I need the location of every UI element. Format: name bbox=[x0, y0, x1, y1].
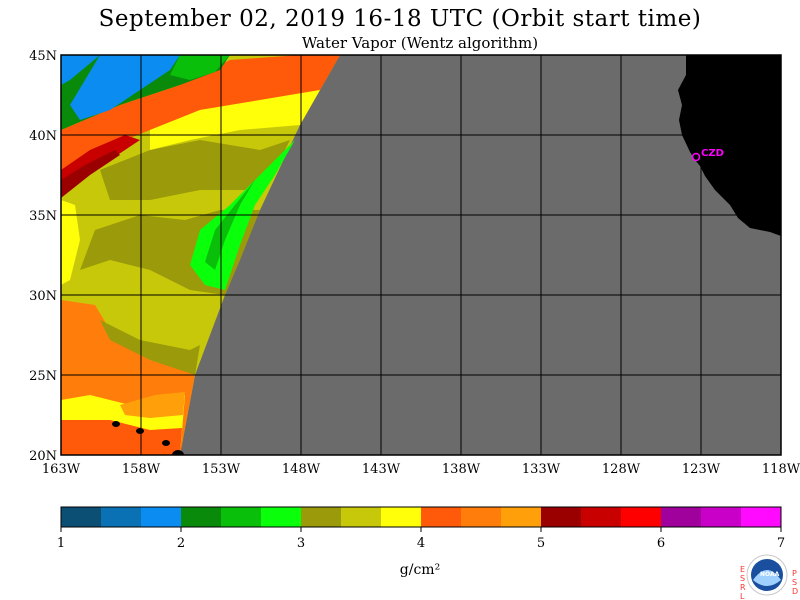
colorbar-tick-label-1: 1 bbox=[57, 536, 65, 551]
colorbar-swatch bbox=[501, 507, 541, 527]
noaa-text: NOAA bbox=[760, 571, 780, 578]
colorbar-ticks: 1 2 3 4 5 6 7 bbox=[57, 527, 785, 551]
lon-label-148W: 148W bbox=[282, 462, 321, 477]
colorbar-units: g/cm² bbox=[399, 562, 441, 578]
latitude-labels: 45N 40N 35N 30N 25N 20N bbox=[29, 49, 57, 464]
logo-letter-p: P bbox=[792, 569, 797, 578]
lat-label-30N: 30N bbox=[29, 289, 57, 304]
lon-label-128W: 128W bbox=[602, 462, 641, 477]
logo-letter-s: S bbox=[740, 574, 745, 583]
swath-darkred-north bbox=[61, 150, 120, 198]
colorbar-swatch bbox=[381, 507, 421, 527]
colorbar-swatch bbox=[541, 507, 581, 527]
noaa-emblem-wave bbox=[753, 570, 781, 586]
map-border bbox=[60, 54, 782, 456]
colorbar bbox=[60, 506, 782, 528]
colorbar-tick-label-5: 5 bbox=[537, 536, 545, 551]
logo-letter-r: R bbox=[740, 583, 746, 592]
colorbar-tick-label-3: 3 bbox=[297, 536, 305, 551]
colorbar-swatch bbox=[341, 507, 381, 527]
colorbar-swatch bbox=[421, 507, 461, 527]
island-maui bbox=[162, 440, 170, 446]
colorbar-swatch bbox=[741, 507, 781, 527]
lat-label-40N: 40N bbox=[29, 129, 57, 144]
colorbar-swatch bbox=[101, 507, 141, 527]
lon-label-138W: 138W bbox=[442, 462, 481, 477]
swath-blue-nw bbox=[70, 55, 180, 120]
colorbar-swatch bbox=[621, 507, 661, 527]
station-label-czd: CZD bbox=[701, 148, 724, 159]
colorbar-swatch bbox=[461, 507, 501, 527]
logo-letter-s2: S bbox=[792, 578, 797, 587]
land-north-america bbox=[678, 55, 781, 236]
logo-letter-l: L bbox=[740, 592, 745, 600]
swath-green-core bbox=[205, 180, 255, 270]
swath-blue-corner bbox=[61, 55, 100, 85]
colorbar-tick-label-6: 6 bbox=[657, 536, 665, 551]
island-kauai bbox=[112, 421, 120, 427]
lon-label-153W: 153W bbox=[202, 462, 241, 477]
colorbar-swatch bbox=[301, 507, 341, 527]
colorbar-swatch bbox=[701, 507, 741, 527]
lon-label-158W: 158W bbox=[122, 462, 161, 477]
lon-label-163W: 163W bbox=[42, 462, 81, 477]
swath-darkorange-south bbox=[61, 420, 182, 455]
map-title: September 02, 2019 16-18 UTC (Orbit star… bbox=[98, 6, 702, 32]
land-baja bbox=[700, 166, 720, 186]
logo-letter-e: E bbox=[740, 565, 745, 574]
longitude-labels: 163W 158W 153W 148W 143W 138W 133W 128W 123W 118W bbox=[42, 462, 800, 477]
swath-lightgreen-nw bbox=[170, 55, 230, 80]
island-oahu bbox=[136, 428, 144, 434]
colorbar-tick-label-4: 4 bbox=[417, 536, 425, 551]
lon-label-133W: 133W bbox=[522, 462, 561, 477]
lon-label-123W: 123W bbox=[682, 462, 721, 477]
lat-label-25N: 25N bbox=[29, 369, 57, 384]
swath-orange-north bbox=[61, 55, 340, 175]
lon-label-143W: 143W bbox=[362, 462, 401, 477]
colorbar-swatch bbox=[61, 507, 101, 527]
map-subtitle: Water Vapor (Wentz algorithm) bbox=[301, 34, 539, 52]
water-vapor-swath bbox=[61, 55, 340, 455]
colorbar-swatch bbox=[661, 507, 701, 527]
colorbar-swatch bbox=[181, 507, 221, 527]
colorbar-tick-label-2: 2 bbox=[177, 536, 185, 551]
swath-orange-west bbox=[61, 200, 80, 285]
lat-label-35N: 35N bbox=[29, 209, 57, 224]
lat-label-20N: 20N bbox=[29, 449, 57, 464]
swath-olive-upper bbox=[100, 140, 290, 200]
colorbar-swatch bbox=[141, 507, 181, 527]
graticule bbox=[61, 55, 781, 455]
station-czd-icon bbox=[691, 152, 701, 162]
station-marker: CZD bbox=[691, 148, 724, 162]
map-area bbox=[61, 55, 781, 455]
lon-label-118W: 118W bbox=[762, 462, 800, 477]
colorbar-swatch bbox=[221, 507, 261, 527]
swath-olive-lower bbox=[100, 320, 200, 375]
swath-light-orange-south bbox=[120, 392, 185, 418]
lat-label-45N: 45N bbox=[29, 49, 57, 64]
colorbar-tick-label-7: 7 bbox=[777, 536, 785, 551]
logo-letter-d: D bbox=[792, 587, 798, 596]
noaa-logo: NOAA E S R L P S D bbox=[740, 554, 798, 600]
colorbar-swatch bbox=[581, 507, 621, 527]
colorbar-swatch bbox=[261, 507, 301, 527]
island-hawaii bbox=[172, 450, 184, 455]
